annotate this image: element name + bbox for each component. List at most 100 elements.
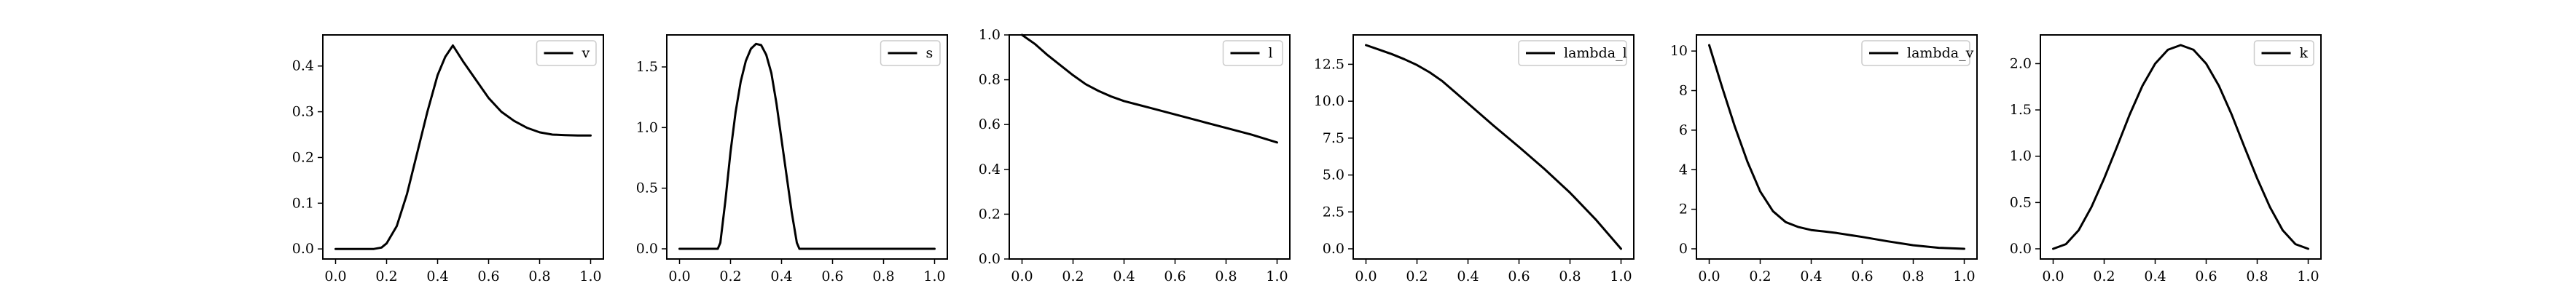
y-tick-label: 0.3: [292, 104, 314, 120]
x-tick-label: 0.4: [1800, 268, 1822, 284]
chart-panel-1: 0.0 0.2 0.4 0.6 0.8 1.0 0.0 0.1 0.2 0.3 0.4 v: [292, 34, 604, 284]
x-tick-label: 0.4: [2144, 268, 2166, 284]
y-tick-label: 0.0: [1323, 241, 1344, 257]
y-tick-label: 0.5: [636, 180, 658, 196]
y-tick-label: 2.5: [1323, 204, 1344, 220]
x-tick-label: 0.0: [1011, 268, 1033, 284]
legend: lambda_v: [1861, 40, 1974, 66]
x-tick-label: 0.6: [821, 268, 843, 284]
x-tick-label: 1.0: [1953, 268, 1975, 284]
chart-panel-5: 0.0 0.2 0.4 0.6 0.8 1.0 0 2 4 6 8 10 lambda_v: [1670, 34, 1978, 284]
x-tick-label: 0.8: [2246, 268, 2268, 284]
x-tick-label: 0.8: [1902, 268, 1924, 284]
legend-label: lambda_v: [1907, 45, 1974, 61]
series-line-1: [1021, 33, 1278, 144]
axes-frame: [322, 34, 604, 260]
legend: s: [880, 40, 941, 66]
y-tick-label: 5.0: [1323, 167, 1344, 183]
y-tick-label: 12.5: [1314, 56, 1344, 72]
y-tick-label: 6: [1679, 122, 1688, 138]
axes-frame: [2040, 34, 2322, 260]
series-line-1: [678, 42, 936, 250]
x-tick-label: 0.6: [477, 268, 499, 284]
x-tick-label: 0.2: [719, 268, 741, 284]
axes-frame: [666, 34, 948, 260]
x-tick-label: 0.6: [1164, 268, 1186, 284]
y-tick-label: 0.2: [979, 206, 1001, 222]
y-tick-label: 0.6: [979, 116, 1001, 132]
y-tick-label: 10.0: [1314, 93, 1344, 109]
y-tick-label: 1.5: [2010, 102, 2032, 118]
x-tick-label: 0.8: [872, 268, 894, 284]
legend: lambda_l: [1518, 40, 1627, 66]
legend-label: v: [582, 45, 590, 61]
chart-panel-6: 0.0 0.2 0.4 0.6 0.8 1.0 0.0 0.5 1.0 1.5 2.0 k: [2010, 34, 2322, 284]
x-tick-label: 0.4: [1113, 268, 1135, 284]
x-tick-label: 0.8: [1559, 268, 1581, 284]
y-tick-label: 2.0: [2010, 55, 2032, 71]
x-tick-label: 0.6: [1851, 268, 1873, 284]
x-tick-label: 0.2: [2093, 268, 2115, 284]
y-tick-label: 0.2: [292, 149, 314, 165]
y-tick-label: 8: [1679, 83, 1688, 99]
axes-frame: [1009, 34, 1291, 260]
x-tick-label: 1.0: [2297, 268, 2319, 284]
y-tick-label: 1.0: [2010, 148, 2032, 164]
legend-label: lambda_l: [1564, 45, 1627, 61]
y-tick-label: 1.0: [979, 27, 1001, 43]
legend: k: [2253, 40, 2314, 66]
x-tick-label: 0.8: [1215, 268, 1237, 284]
chart-panel-2: 0.0 0.2 0.4 0.6 0.8 1.0 0.0 0.5 1.0 1.5 s: [636, 34, 948, 284]
x-tick-label: 1.0: [923, 268, 945, 284]
y-tick-label: 2: [1679, 202, 1688, 218]
axes-frame: [1696, 34, 1978, 260]
x-tick-label: 0.0: [1698, 268, 1720, 284]
legend-label: s: [926, 45, 933, 61]
y-tick-label: 0.0: [292, 241, 314, 257]
y-tick-label: 1.5: [636, 59, 658, 75]
legend-box: [1861, 40, 1970, 66]
x-tick-label: 1.0: [1610, 268, 1632, 284]
x-tick-label: 0.2: [1406, 268, 1428, 284]
legend-box: [1518, 40, 1627, 66]
x-tick-label: 1.0: [1266, 268, 1288, 284]
x-tick-label: 0.0: [2042, 268, 2064, 284]
x-tick-label: 0.6: [1508, 268, 1530, 284]
y-tick-label: 0.5: [2010, 194, 2032, 210]
x-tick-label: 0.4: [426, 268, 448, 284]
y-tick-label: 0.4: [979, 162, 1001, 178]
x-tick-label: 0.6: [2195, 268, 2217, 284]
x-tick-label: 0.2: [1062, 268, 1084, 284]
legend-label: l: [1269, 45, 1273, 61]
legend: v: [536, 40, 597, 66]
y-tick-label: 0: [1679, 241, 1688, 257]
legend-label: k: [2300, 45, 2309, 61]
series-line-1: [334, 44, 592, 250]
y-tick-label: 7.5: [1323, 130, 1344, 146]
x-tick-label: 1.0: [579, 268, 601, 284]
x-tick-label: 0.2: [375, 268, 397, 284]
y-tick-label: 0.8: [979, 72, 1001, 88]
chart-panel-3: 0.0 0.2 0.4 0.6 0.8 1.0 0.0 0.2 0.4 0.6 0.8 1.0 l: [979, 27, 1291, 284]
x-tick-label: 0.4: [770, 268, 792, 284]
y-tick-label: 0.0: [636, 241, 658, 257]
y-tick-label: 0.1: [292, 195, 314, 211]
axes-frame: [1352, 34, 1635, 260]
y-tick-label: 4: [1679, 162, 1688, 178]
series-line-1: [1365, 44, 1622, 250]
x-tick-label: 0.2: [1749, 268, 1771, 284]
x-tick-label: 0.4: [1457, 268, 1479, 284]
y-tick-label: 10: [1670, 43, 1688, 59]
x-tick-label: 0.0: [668, 268, 690, 284]
chart-panel-4: 0.0 0.2 0.4 0.6 0.8 1.0 0.0 2.5 5.0 7.5 10.0 12.5 la…: [1314, 34, 1635, 284]
y-tick-label: 0.0: [979, 251, 1001, 267]
series-line-1: [2052, 44, 2309, 250]
x-tick-label: 0.0: [1355, 268, 1377, 284]
x-tick-label: 0.0: [324, 268, 346, 284]
y-tick-label: 0.0: [2010, 241, 2032, 257]
y-tick-label: 0.4: [292, 58, 314, 74]
y-tick-label: 1.0: [636, 119, 658, 135]
series-line-1: [1708, 44, 1965, 250]
